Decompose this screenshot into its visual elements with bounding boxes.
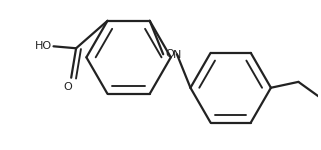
Text: O: O (166, 49, 174, 59)
Text: O: O (64, 82, 73, 92)
Text: HO: HO (34, 41, 52, 51)
Text: N: N (173, 50, 181, 60)
